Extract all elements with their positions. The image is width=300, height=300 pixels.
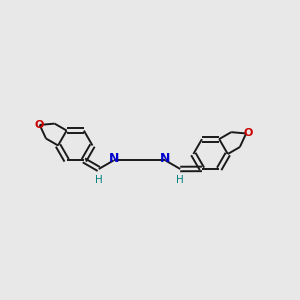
Text: N: N bbox=[109, 152, 119, 165]
Text: H: H bbox=[176, 175, 184, 185]
Text: O: O bbox=[244, 128, 253, 139]
Text: N: N bbox=[160, 152, 170, 165]
Text: H: H bbox=[95, 175, 103, 185]
Text: O: O bbox=[35, 120, 44, 130]
